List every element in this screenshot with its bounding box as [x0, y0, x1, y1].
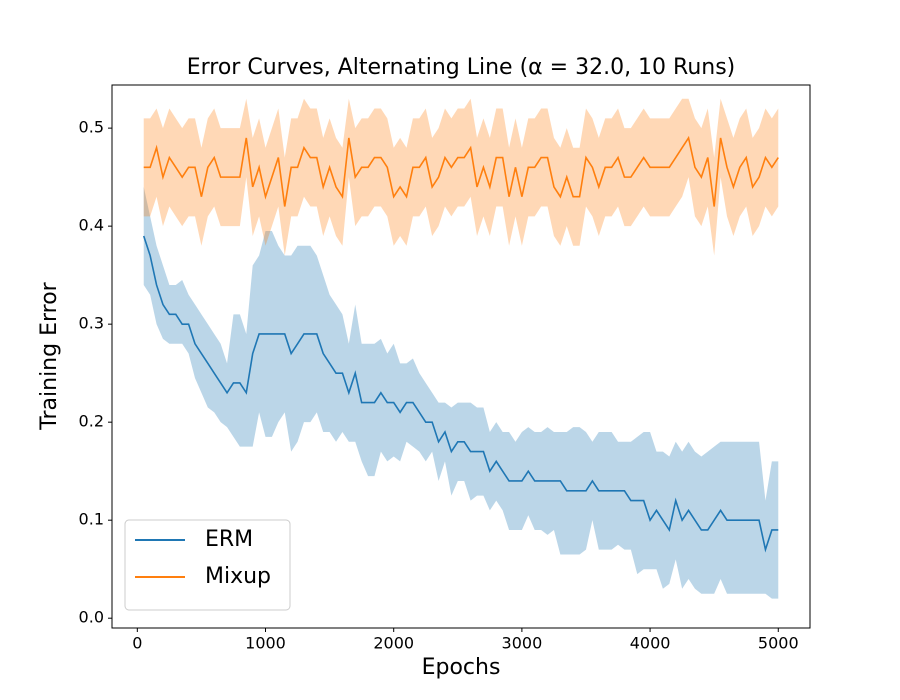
x-axis-label: Epochs — [422, 655, 501, 680]
line — [142, 235, 779, 553]
legend-label: ERM — [205, 527, 253, 552]
legend-box — [124, 519, 291, 611]
x-tick-label: 1000 — [245, 634, 286, 653]
line — [143, 135, 779, 207]
y-tick-label: 0.4 — [79, 216, 104, 235]
y-tick-label: 0.1 — [79, 510, 104, 529]
legend-label: Mixup — [205, 564, 271, 589]
x-tick-label: 5000 — [758, 634, 799, 653]
x-tick-label: 3000 — [502, 634, 543, 653]
y-tick-label: 0.3 — [79, 314, 104, 333]
x-tick-label: 4000 — [630, 634, 671, 653]
y-tick-label: 0.2 — [79, 412, 104, 431]
x-tick-label: 0 — [132, 634, 142, 653]
error-band — [143, 98, 779, 256]
y-tick-label: 0.0 — [79, 608, 104, 627]
chart-title: Error Curves, Alternating Line (α = 32.0… — [187, 55, 736, 80]
y-axis-label: Training Error — [37, 281, 62, 430]
y-tick-label: 0.5 — [79, 118, 104, 137]
plot-frame — [111, 84, 811, 629]
x-tick-label: 2000 — [373, 634, 414, 653]
error-band — [143, 186, 779, 599]
